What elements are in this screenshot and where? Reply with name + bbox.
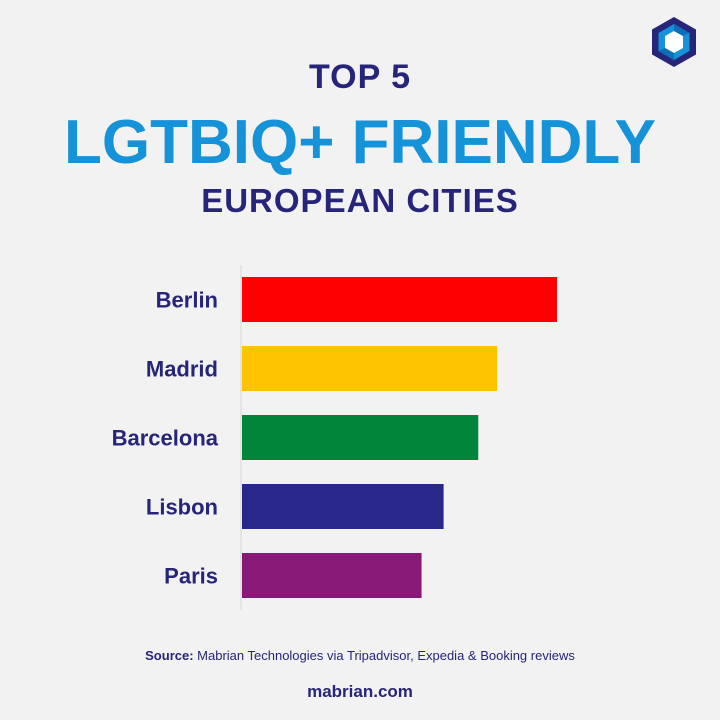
- category-label-lisbon: Lisbon: [146, 495, 218, 520]
- source-note: Source: Mabrian Technologies via Tripadv…: [0, 648, 720, 663]
- category-label-barcelona: Barcelona: [112, 426, 219, 451]
- category-label-berlin: Berlin: [156, 288, 218, 313]
- category-label-paris: Paris: [164, 564, 218, 589]
- source-text: Mabrian Technologies via Tripadvisor, Ex…: [193, 648, 575, 663]
- title-top: TOP 5: [308, 58, 412, 96]
- category-label-madrid: Madrid: [146, 357, 218, 382]
- bar-paris: [242, 553, 422, 598]
- bar-chart: Berlin Madrid Barcelona Lisbon Paris: [112, 265, 557, 610]
- source-label: Source:: [145, 648, 194, 663]
- bar-barcelona: [242, 415, 479, 460]
- title-main: LGTBIQ+ FRIENDLY: [64, 108, 656, 177]
- bar-berlin: [242, 277, 557, 322]
- bar-lisbon: [242, 484, 444, 529]
- bar-madrid: [242, 346, 498, 391]
- footer-site: mabrian.com: [307, 682, 413, 701]
- hexagon-logo-icon: [652, 17, 696, 67]
- title-sub: EUROPEAN CITIES: [201, 182, 519, 219]
